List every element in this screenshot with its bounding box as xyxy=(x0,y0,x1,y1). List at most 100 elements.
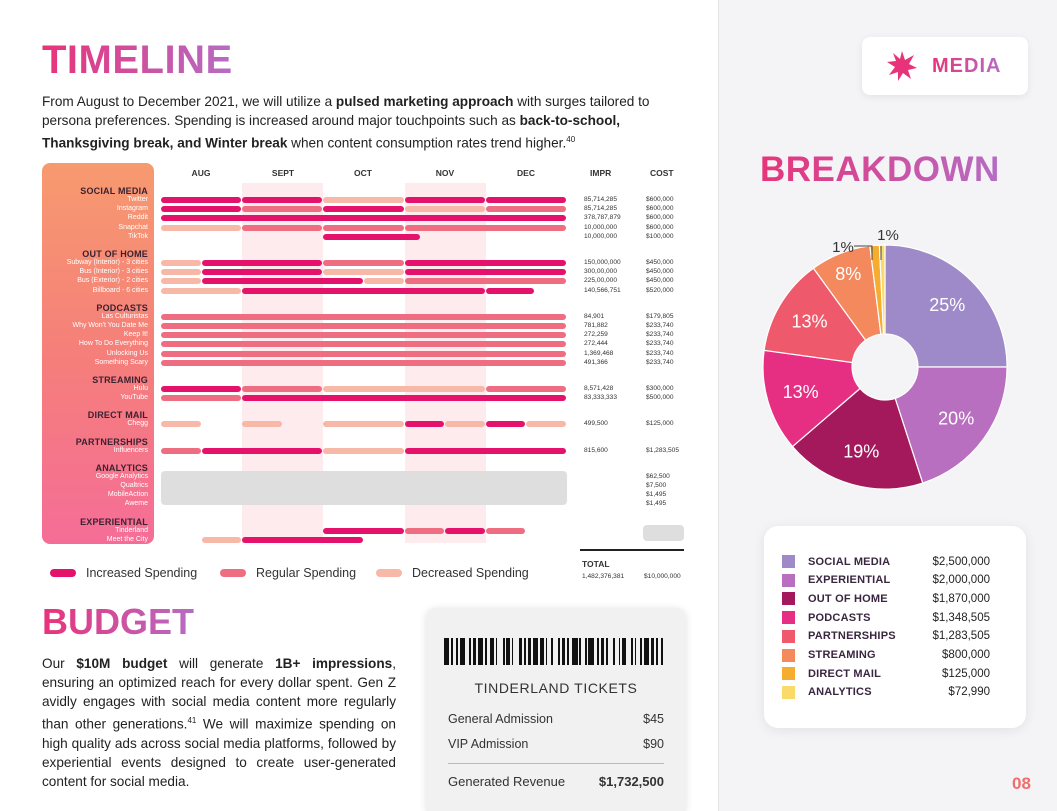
breakdown-value: $125,000 xyxy=(942,667,990,680)
breakdown-row: EXPERIENTIAL $2,000,000 xyxy=(782,573,990,587)
breakdown-name: DIRECT MAIL xyxy=(808,667,882,680)
cost-value: $233,740 xyxy=(646,349,674,357)
slice-label: 25% xyxy=(929,295,965,315)
breakdown-row: DIRECT MAIL $125,000 xyxy=(782,667,990,681)
category-label: DIRECT MAIL xyxy=(87,410,148,421)
timeline-bar xyxy=(161,269,201,276)
item-label: Aweme xyxy=(124,500,148,508)
donut-slice xyxy=(762,349,861,448)
item-label: Las Culturistas xyxy=(101,312,148,320)
category-label: STREAMING xyxy=(92,375,148,385)
cost-value: $125,000 xyxy=(646,420,674,428)
category-label: SOCIAL MEDIA xyxy=(80,186,148,196)
category-label: PARTNERSHIPS xyxy=(75,436,148,447)
timeline-bar xyxy=(242,421,282,428)
slice-label: 1% xyxy=(877,227,899,244)
timeline-bar xyxy=(404,260,566,266)
breakdown-name: ANALYTICS xyxy=(808,686,872,699)
leader-line xyxy=(854,245,873,260)
timeline-bar xyxy=(323,206,404,213)
cost-value: $7,500 xyxy=(646,482,667,489)
item-label: Google Analytics xyxy=(95,472,148,480)
month-header: NOV xyxy=(435,168,455,178)
item-label: Instagram xyxy=(116,205,148,213)
timeline-bar xyxy=(161,350,566,357)
impr-value: 272,259 xyxy=(584,331,608,339)
cost-value: $450,000 xyxy=(646,277,674,285)
experiential-placeholder xyxy=(643,525,684,541)
timeline-bar xyxy=(445,421,485,428)
timeline-bar xyxy=(242,224,323,231)
total-label: TOTAL xyxy=(582,559,610,569)
item-label: MobileAction xyxy=(107,491,148,499)
starburst-icon xyxy=(887,51,917,81)
impr-value: 491,366 xyxy=(584,358,608,366)
media-tab[interactable]: MEDIA xyxy=(862,37,1028,95)
breakdown-row: OUT OF HOME $1,870,000 xyxy=(782,592,990,606)
item-label: Something Scary xyxy=(94,358,148,366)
cost-value: $600,000 xyxy=(646,223,674,231)
timeline-bar xyxy=(161,332,566,339)
item-label: Chegg xyxy=(127,420,148,428)
gantt-label-panel: SOCIAL MEDIA Twitter Instagram Reddit Snapch… xyxy=(42,163,154,544)
ticket-card: TINDERLAND TICKETS General Admission $45 … xyxy=(426,608,686,811)
legend-swatch xyxy=(782,667,795,681)
impr-value: 83,333,333 xyxy=(584,394,618,402)
timeline-bar xyxy=(201,536,242,543)
breakdown-row: PARTNERSHIPS $1,283,505 xyxy=(782,629,990,643)
donut-slice xyxy=(884,244,1008,368)
cost-value: $233,740 xyxy=(646,358,674,366)
donut-slice xyxy=(763,267,867,364)
impr-value: 150,000,000 xyxy=(584,259,621,266)
donut-slice xyxy=(791,387,924,490)
item-label: Meet the City xyxy=(106,535,148,543)
timeline-bar xyxy=(161,287,242,294)
cost-value: $233,740 xyxy=(646,322,674,329)
timeline-bar xyxy=(201,269,323,276)
cost-value: $179,805 xyxy=(646,312,674,320)
category-label: OUT OF HOME xyxy=(82,249,148,259)
breakdown-name: OUT OF HOME xyxy=(808,592,888,605)
total-cost: $10,000,000 xyxy=(644,573,681,580)
ticket-row-general: General Admission $45 xyxy=(448,712,664,726)
cost-value: $1,495 xyxy=(646,491,667,499)
timeline-bar xyxy=(404,278,566,285)
breakdown-row: ANALYTICS $72,990 xyxy=(782,685,990,699)
donut-chart: 25% 20% 19% 13% 13% 8% 1% 1% xyxy=(762,227,1008,490)
timeline-bar xyxy=(323,224,404,231)
total-impr: 1,482,376,381 xyxy=(582,573,625,580)
timeline-bar xyxy=(404,206,485,213)
timeline-intro: From August to December 2021, we will ut… xyxy=(42,94,650,151)
month-header: DEC xyxy=(517,168,535,178)
legend-swatch xyxy=(782,592,795,606)
item-label: Keep It! xyxy=(123,331,148,339)
page-number: 08 xyxy=(1012,774,1031,793)
timeline-bar xyxy=(161,260,201,266)
timeline-bar xyxy=(242,197,323,203)
timeline-bar xyxy=(526,421,566,428)
item-label: YouTube xyxy=(120,394,148,402)
cost-value: $450,000 xyxy=(646,268,674,276)
timeline-bar xyxy=(485,386,566,392)
donut-slice xyxy=(894,366,1008,484)
timeline-bar xyxy=(404,224,566,231)
timeline-bar xyxy=(161,313,566,320)
legend-swatch xyxy=(782,685,795,699)
breakdown-value: $2,500,000 xyxy=(932,555,990,568)
timeline-bar xyxy=(323,527,404,534)
timeline-bar xyxy=(242,536,363,543)
breakdown-row: STREAMING $800,000 xyxy=(782,648,990,662)
timeline-bar xyxy=(323,260,404,266)
timeline-bar xyxy=(161,395,242,402)
slice-label: 8% xyxy=(835,264,861,284)
breakdown-name: PARTNERSHIPS xyxy=(808,630,896,643)
timeline-bar xyxy=(161,323,566,329)
cost-value: $100,000 xyxy=(646,232,674,240)
cost-value: $600,000 xyxy=(646,214,674,222)
item-label: Snapchat xyxy=(118,223,148,231)
item-label: Unlocking Us xyxy=(106,349,148,357)
timeline-bar xyxy=(404,447,566,454)
month-header: OCT xyxy=(354,168,372,178)
timeline-bar xyxy=(485,197,566,203)
breakdown-name: EXPERIENTIAL xyxy=(808,574,891,587)
